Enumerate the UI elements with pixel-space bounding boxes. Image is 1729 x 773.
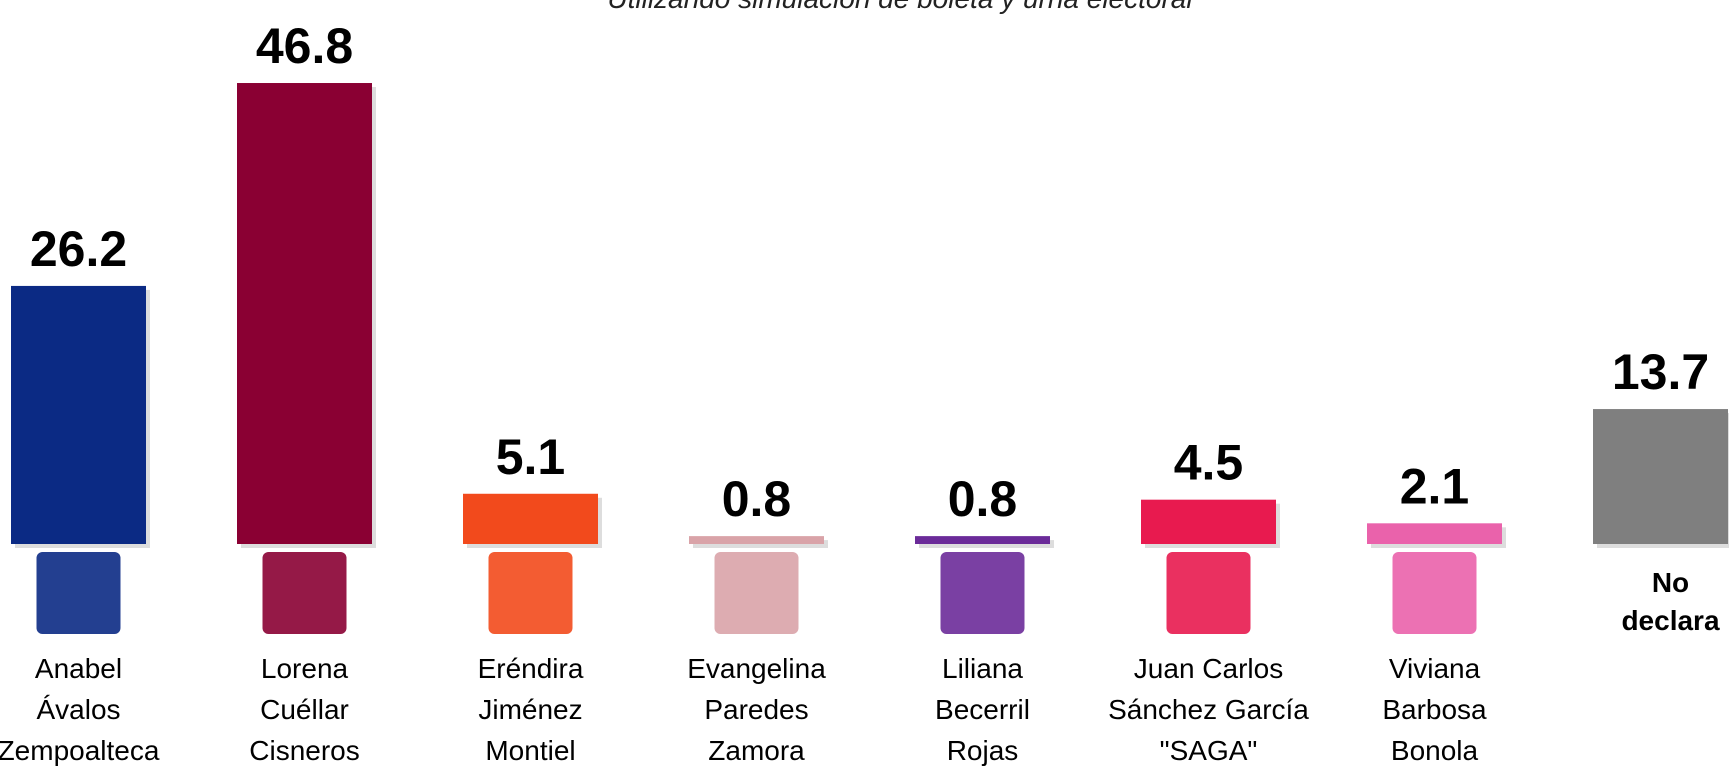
category-label: Liliana xyxy=(942,653,1023,684)
category-label: Evangelina xyxy=(687,653,826,684)
bar xyxy=(1593,409,1728,544)
value-label: 0.8 xyxy=(948,471,1018,527)
value-label: 2.1 xyxy=(1400,458,1470,514)
party-logo xyxy=(36,552,121,634)
bar xyxy=(1141,499,1276,544)
party-logo xyxy=(714,552,799,634)
category-label: Becerril xyxy=(935,694,1030,725)
category-label: Paredes xyxy=(704,694,808,725)
category-label: Cisneros xyxy=(249,735,359,766)
chart-subtitle: Utilizando simulación de boleta y urna e… xyxy=(607,0,1193,14)
bar xyxy=(11,285,146,544)
bar xyxy=(689,536,824,544)
bar xyxy=(237,83,372,545)
value-label: 26.2 xyxy=(30,221,127,277)
category-label: Barbosa xyxy=(1382,694,1487,725)
value-label: 13.7 xyxy=(1612,344,1709,400)
category-label: No xyxy=(1652,567,1689,598)
category-label: Rojas xyxy=(947,735,1019,766)
party-logo xyxy=(1392,552,1477,634)
category-label: Cuéllar xyxy=(260,694,349,725)
category-label: Viviana xyxy=(1389,653,1481,684)
value-label: 0.8 xyxy=(722,471,792,527)
category-label: Bonola xyxy=(1391,735,1479,766)
party-logo xyxy=(262,552,347,634)
value-label: 46.8 xyxy=(256,18,353,74)
value-label: 4.5 xyxy=(1174,435,1244,491)
category-label: Anabel xyxy=(35,653,122,684)
category-label: Lorena xyxy=(261,653,349,684)
category-label: Juan Carlos xyxy=(1134,653,1283,684)
party-logo xyxy=(488,552,573,634)
party-logo xyxy=(940,552,1025,634)
bar xyxy=(1367,523,1502,544)
category-label: "SAGA" xyxy=(1160,735,1258,766)
party-logo xyxy=(1166,552,1251,634)
value-label: 5.1 xyxy=(496,429,566,485)
category-label: Zempoalteca xyxy=(0,735,160,766)
bar-shadow xyxy=(693,540,828,548)
bar-shadow xyxy=(919,540,1054,548)
category-label: Jiménez xyxy=(478,694,582,725)
category-label: Montiel xyxy=(485,735,575,766)
category-label: Eréndira xyxy=(478,653,584,684)
category-label: Sánchez García xyxy=(1108,694,1309,725)
category-label: Ávalos xyxy=(36,694,120,725)
category-label: declara xyxy=(1621,605,1719,636)
bar xyxy=(915,536,1050,544)
category-label: Zamora xyxy=(708,735,805,766)
bar xyxy=(463,493,598,544)
